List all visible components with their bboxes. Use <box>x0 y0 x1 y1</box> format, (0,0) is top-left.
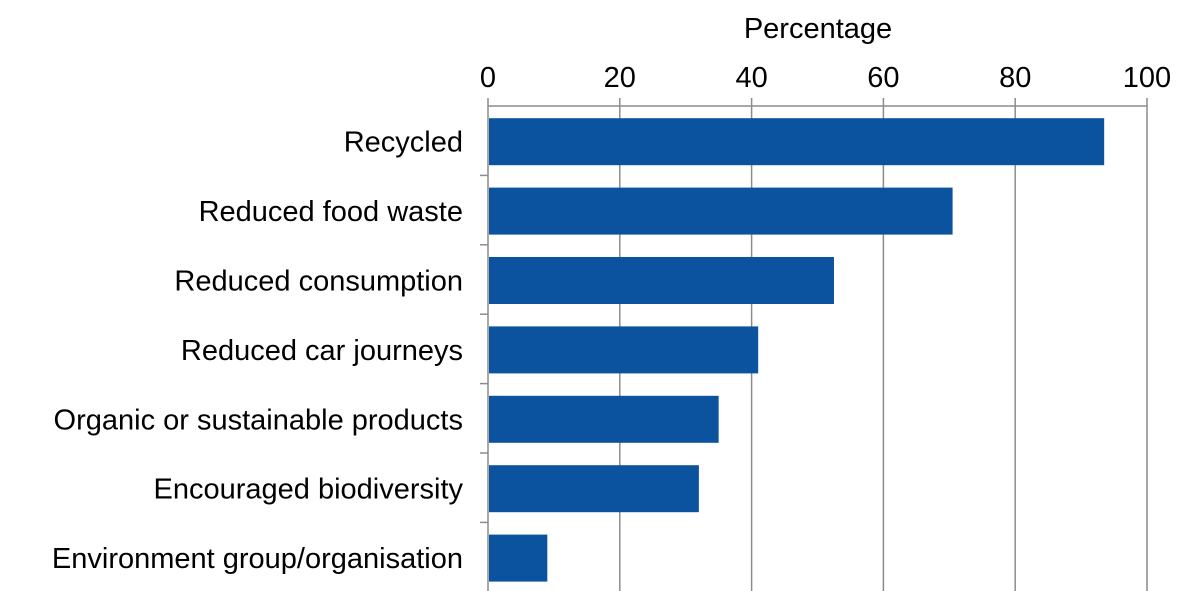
category-label-1: Reduced food waste <box>199 196 463 228</box>
bar-3 <box>489 326 759 374</box>
category-label-0: Recycled <box>344 127 463 159</box>
category-label-4: Organic or sustainable products <box>54 404 463 436</box>
category-label-5: Encouraged biodiversity <box>153 474 463 506</box>
bar-6 <box>489 534 548 582</box>
labels: 0 20 40 60 80 100 Recycled Reduced food waste Re… <box>52 62 1171 575</box>
x-tick-label-40: 40 <box>735 62 767 94</box>
bar-0 <box>489 118 1105 166</box>
bars <box>489 118 1105 582</box>
category-label-2: Reduced consumption <box>174 266 463 298</box>
x-tick-label-80: 80 <box>999 62 1031 94</box>
bar-1 <box>489 187 953 235</box>
x-tick-label-100: 100 <box>1123 62 1171 94</box>
bar-4 <box>489 395 719 443</box>
x-tick-label-0: 0 <box>480 62 496 94</box>
x-tick-label-20: 20 <box>604 62 636 94</box>
bar-5 <box>489 465 699 513</box>
x-tick-label-60: 60 <box>867 62 899 94</box>
category-label-6: Environment group/organisation <box>52 543 463 575</box>
x-axis-title: Percentage <box>744 13 892 45</box>
category-label-3: Reduced car journeys <box>181 335 463 367</box>
bar-2 <box>489 257 834 304</box>
axes <box>480 98 1148 591</box>
